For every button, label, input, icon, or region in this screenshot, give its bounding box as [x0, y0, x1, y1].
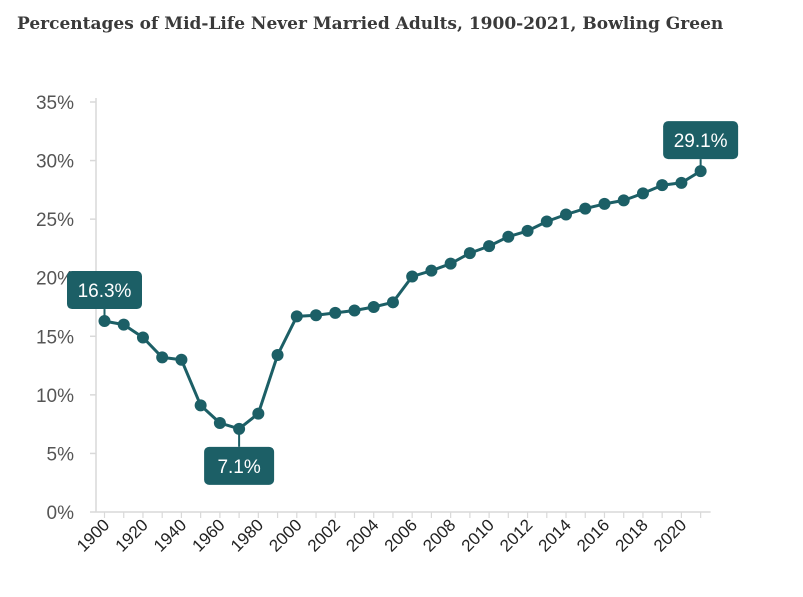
y-tick-label: 35%: [36, 93, 74, 114]
data-point[interactable]: [117, 318, 130, 331]
x-tick-label: 2020: [650, 515, 690, 555]
x-tick-label: 1920: [112, 515, 152, 555]
axes: [95, 98, 711, 513]
data-point[interactable]: [348, 304, 361, 317]
x-tick-label: 2018: [612, 515, 652, 555]
x-tick-label: 2006: [381, 515, 421, 555]
callout-label: 29.1%: [663, 121, 739, 172]
x-tick-label: 2002: [304, 515, 344, 555]
series-polyline: [104, 169, 702, 431]
data-point[interactable]: [252, 407, 265, 420]
callout-text: 7.1%: [217, 457, 260, 478]
callout-text: 29.1%: [674, 131, 728, 152]
data-point[interactable]: [521, 224, 534, 237]
callout-box: [663, 121, 739, 160]
callout-label: 16.3%: [67, 271, 142, 322]
data-point[interactable]: [540, 215, 553, 228]
data-point[interactable]: [156, 351, 169, 364]
data-point[interactable]: [386, 296, 399, 309]
data-point[interactable]: [271, 349, 284, 362]
data-point[interactable]: [213, 416, 226, 429]
y-axis-ticks: 0% 5% 10% 15% 20% 25% 30% 35%: [36, 93, 96, 524]
x-tick-label: 2008: [419, 515, 459, 555]
data-point[interactable]: [617, 194, 630, 207]
callout-box: [67, 271, 142, 310]
callout-label: 7.1%: [204, 428, 275, 485]
x-tick-label: 2016: [573, 515, 613, 555]
x-axis-ticks: 1900192019401960198020002002200420062008…: [73, 512, 702, 556]
data-points: [98, 165, 707, 435]
data-point[interactable]: [675, 176, 688, 189]
y-tick-label: 20%: [36, 269, 74, 290]
x-tick-label: 2012: [496, 515, 536, 555]
y-tick-label: 10%: [36, 386, 74, 407]
data-point[interactable]: [136, 331, 149, 344]
data-point[interactable]: [425, 264, 438, 277]
x-tick-label: 2004: [342, 515, 382, 555]
data-point[interactable]: [483, 240, 496, 253]
y-tick-label: 15%: [36, 327, 74, 348]
data-point[interactable]: [367, 301, 380, 313]
y-tick-label: 5%: [47, 444, 75, 465]
data-point[interactable]: [310, 309, 323, 322]
data-point[interactable]: [406, 270, 419, 283]
data-point[interactable]: [444, 257, 457, 270]
data-point[interactable]: [656, 179, 669, 192]
data-point[interactable]: [502, 230, 515, 243]
x-tick-label: 1980: [227, 515, 267, 555]
chart-title: Percentages of Mid-Life Never Married Ad…: [17, 14, 724, 34]
data-point[interactable]: [598, 197, 611, 210]
x-tick-label: 1960: [189, 515, 229, 555]
data-point[interactable]: [194, 399, 207, 412]
callouts: 16.3% 7.1% 29.1%: [67, 121, 739, 485]
data-point[interactable]: [290, 310, 303, 323]
x-tick-label: 2010: [458, 515, 498, 555]
x-tick-label: 1900: [73, 515, 113, 555]
data-point[interactable]: [175, 353, 188, 366]
data-point[interactable]: [636, 187, 649, 200]
x-tick-label: 2014: [535, 515, 575, 555]
data-point[interactable]: [329, 306, 342, 319]
data-point[interactable]: [579, 202, 592, 215]
x-tick-label: 2000: [265, 515, 305, 555]
callout-box: [204, 446, 275, 485]
data-point[interactable]: [560, 208, 573, 221]
y-tick-label: 25%: [36, 210, 74, 231]
y-tick-label: 0%: [47, 503, 75, 524]
y-tick-label: 30%: [36, 152, 74, 173]
series-line: [104, 169, 702, 431]
data-point[interactable]: [463, 247, 476, 260]
callout-text: 16.3%: [78, 281, 132, 302]
x-tick-label: 1940: [150, 515, 190, 555]
